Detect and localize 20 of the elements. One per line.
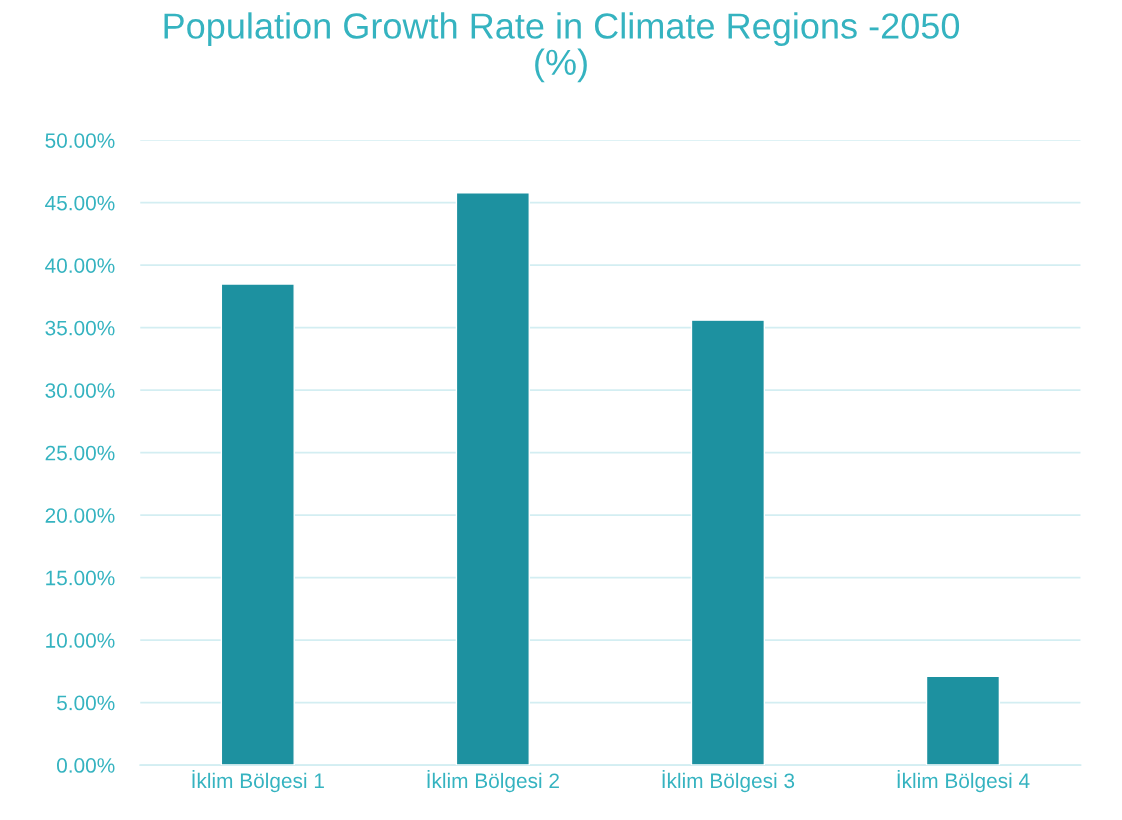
y-tick-label: 35.00%	[45, 320, 115, 336]
y-tick-label: 0.00%	[56, 758, 115, 773]
y-tick-label: 10.00%	[46, 633, 115, 648]
bar	[690, 319, 766, 766]
x-tick-label: İklim Bölgesi 1	[192, 769, 324, 793]
x-tick-label: İklim Bölgesi 3	[662, 769, 795, 793]
y-tick-label: 5.00%	[57, 695, 115, 711]
y-tick-label: 45.00%	[45, 195, 115, 211]
y-tick-label: 40.00%	[45, 258, 115, 273]
bar	[455, 192, 530, 766]
y-tick-label: 15.00%	[46, 570, 115, 586]
bar	[220, 283, 295, 766]
x-tick-label: İklim Bölgesi 2	[427, 769, 559, 793]
y-tick-label: 20.00%	[45, 508, 115, 523]
y-tick-label: 30.00%	[45, 383, 115, 398]
y-tick-label: 25.00%	[45, 445, 115, 461]
x-tick-label: İklim Bölgesi 4	[897, 769, 1030, 793]
bar	[925, 675, 1001, 766]
chart-title: Population Growth Rate in Climate Regions -2050 (%)	[164, 12, 960, 83]
y-tick-label: 50.00%	[45, 133, 115, 148]
